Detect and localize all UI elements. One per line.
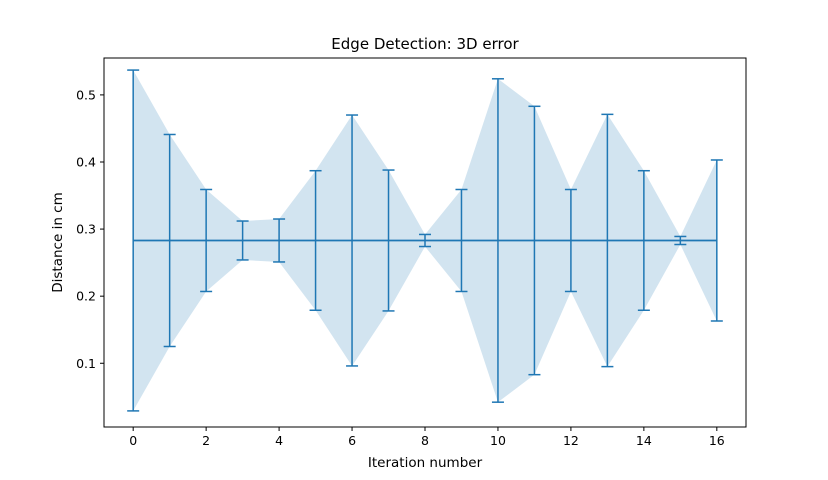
chart-title: Edge Detection: 3D error xyxy=(331,35,519,53)
x-tick-label: 0 xyxy=(129,433,137,448)
y-axis-label: Distance in cm xyxy=(50,192,66,293)
x-tick-label: 2 xyxy=(202,433,210,448)
y-tick-label: 0.4 xyxy=(76,154,96,169)
y-tick-label: 0.1 xyxy=(76,356,96,371)
x-tick-label: 16 xyxy=(709,433,725,448)
y-tick-label: 0.3 xyxy=(76,222,96,237)
y-tick-label: 0.5 xyxy=(76,87,96,102)
y-axis: 0.1 0.2 0.3 0.4 0.5 xyxy=(76,87,104,371)
x-tick-label: 10 xyxy=(490,433,506,448)
x-axis-label: Iteration number xyxy=(368,455,483,471)
x-tick-label: 12 xyxy=(563,433,579,448)
x-tick-label: 4 xyxy=(275,433,283,448)
x-tick-label: 6 xyxy=(348,433,356,448)
y-tick-label: 0.2 xyxy=(76,289,96,304)
plot-area xyxy=(127,69,723,412)
x-tick-label: 14 xyxy=(636,433,652,448)
x-axis: 0 2 4 6 8 10 12 14 16 xyxy=(129,427,725,448)
x-tick-label: 8 xyxy=(421,433,429,448)
